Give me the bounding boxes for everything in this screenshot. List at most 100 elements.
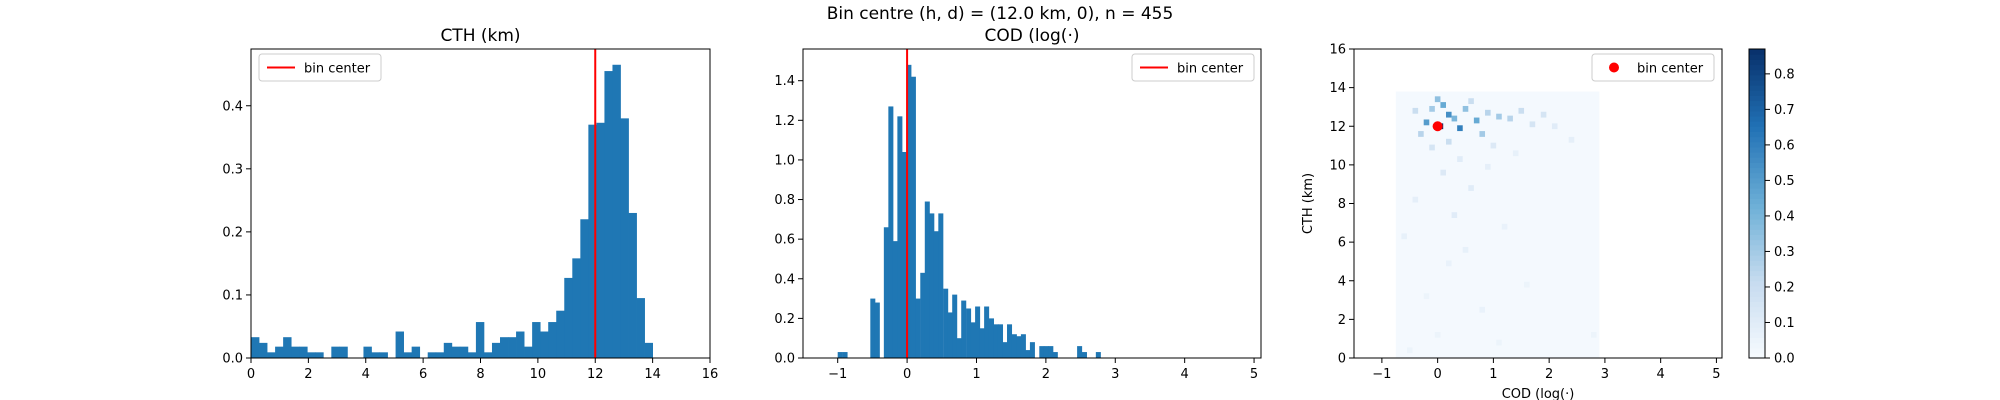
colorbar-segment: [1749, 54, 1765, 60]
cth-hist-bar: [548, 322, 557, 358]
panel1-xtick-label: 2: [304, 367, 312, 382]
panel2-frame: [802, 48, 1262, 359]
panel2-ytick-label: 1.0: [774, 153, 795, 168]
cth-hist-bar: [524, 346, 533, 358]
heatmap-cell: [1512, 150, 1519, 157]
colorbar-segment: [1749, 136, 1765, 143]
cth-hist-bar: [411, 346, 421, 358]
panel2-ytick-label: 0.2: [774, 312, 795, 327]
colorbar-segment: [1749, 234, 1765, 241]
heatmap-cell: [1551, 123, 1558, 130]
panel2-ytick-label: 0.4: [774, 272, 795, 287]
cod-hist-bar: [842, 352, 848, 358]
panel1-ytick-label: 0.4: [222, 99, 243, 114]
panel3-xtick-label: 0: [1433, 367, 1441, 382]
cod-hist-bar: [956, 338, 962, 358]
panel2-xtick-label: 4: [1181, 367, 1189, 382]
cth-hist-bar: [315, 352, 324, 358]
panel3-xtick-label: −1: [1372, 367, 1391, 382]
cod-hist-bar: [924, 201, 930, 358]
panel3-ytick-label: 2: [1338, 313, 1346, 328]
heatmap-cell: [1440, 169, 1446, 176]
colorbar-segment: [1749, 79, 1765, 86]
colorbar-segment: [1749, 59, 1765, 66]
cth-hist-bar: [491, 342, 501, 358]
colorbar-segment: [1749, 162, 1765, 169]
colorbar-segment: [1749, 275, 1765, 282]
colorbar-segment: [1749, 332, 1765, 338]
panel2-ytick-label: 1.2: [774, 114, 795, 129]
cod-hist-bar: [929, 213, 935, 358]
panel3-ytick-label: 4: [1338, 274, 1346, 289]
colorbar-segment: [1749, 342, 1765, 349]
cth-hist-bar: [483, 352, 493, 358]
heatmap-cell: [1446, 111, 1452, 118]
cth-hist-bar: [371, 352, 380, 358]
cod-hist-bar: [1016, 336, 1022, 358]
heatmap-cell: [1496, 339, 1502, 346]
colorbar-segment: [1749, 270, 1765, 277]
cod-hist-bar: [915, 298, 921, 358]
panel1-legend-label: bin center: [304, 62, 371, 77]
cth-hist-bar: [291, 346, 300, 358]
panel2-xtick-label: 1: [972, 367, 980, 382]
cod-hist-bar: [933, 231, 939, 358]
panel3-xtick-label: 1: [1489, 367, 1497, 382]
cth-hist-bar: [564, 277, 573, 358]
colorbar-segment: [1749, 157, 1765, 163]
heatmap-cell: [1568, 136, 1575, 143]
heatmap-cell: [1429, 144, 1435, 151]
cth-hist-bar: [500, 337, 509, 358]
colorbar-segment: [1749, 218, 1765, 225]
cth-hist-bar: [596, 122, 605, 358]
panel2-title: COD (log(·): [985, 26, 1080, 46]
panel2-xtick-label: −1: [828, 367, 847, 382]
cth-hist-bar: [451, 346, 461, 358]
cod-hist-bar: [1039, 346, 1045, 358]
heatmap-cell: [1418, 131, 1424, 137]
panel2-xtick-label: 2: [1042, 367, 1050, 382]
panel1-ytick-label: 0.3: [222, 162, 243, 177]
heatmap-cell: [1406, 347, 1413, 354]
cth-hist-bar: [467, 352, 477, 358]
colorbar-segment: [1749, 100, 1765, 107]
colorbar-segment: [1749, 64, 1765, 71]
colorbar-segment: [1749, 265, 1765, 272]
colorbar-segment: [1749, 198, 1765, 205]
colorbar-segment: [1749, 141, 1765, 148]
colorbar-tick-label: 0.8: [1774, 67, 1795, 82]
panel2-xtick-label: 5: [1250, 367, 1258, 382]
cod-hist-bar: [970, 322, 976, 358]
heatmap-cell: [1440, 102, 1446, 108]
panel2-ytick-label: 0.6: [774, 233, 795, 248]
panel1-ytick-label: 0.1: [222, 288, 243, 303]
figure-suptitle: Bin centre (h, d) = (12.0 km, 0), n = 45…: [826, 4, 1174, 24]
colorbar-frame: [1748, 48, 1766, 359]
colorbar-segment: [1749, 301, 1765, 308]
panel1-legend: [258, 53, 382, 82]
panel1-xtick-label: 4: [362, 367, 370, 382]
colorbar-segment: [1749, 311, 1765, 318]
cod-hist-bar: [837, 352, 843, 358]
heatmap-cell: [1590, 331, 1597, 338]
colorbar-segment: [1749, 321, 1765, 328]
colorbar-segment: [1749, 167, 1765, 174]
colorbar-segment: [1749, 280, 1765, 287]
heatmap-cell: [1446, 260, 1452, 267]
panel3-ytick-label: 14: [1329, 81, 1346, 96]
colorbar-segment: [1749, 296, 1765, 302]
cod-hist-bar: [910, 76, 916, 358]
cth-hist-bar: [363, 346, 372, 358]
cth-hist-bar: [588, 124, 597, 359]
heatmap-cell: [1479, 131, 1486, 137]
heatmap-cell: [1429, 105, 1435, 112]
cth-hist-bar: [307, 352, 316, 358]
panel3-ytick-label: 12: [1329, 120, 1346, 135]
panel3-ytick-label: 0: [1338, 352, 1346, 367]
panel3-ytick-label: 16: [1329, 43, 1346, 58]
heatmap-cell: [1507, 115, 1513, 122]
colorbar-segment: [1749, 260, 1765, 266]
cth-hist-bar: [339, 346, 348, 358]
colorbar-segment: [1749, 213, 1765, 220]
panel3-ytick-label: 10: [1329, 158, 1346, 173]
